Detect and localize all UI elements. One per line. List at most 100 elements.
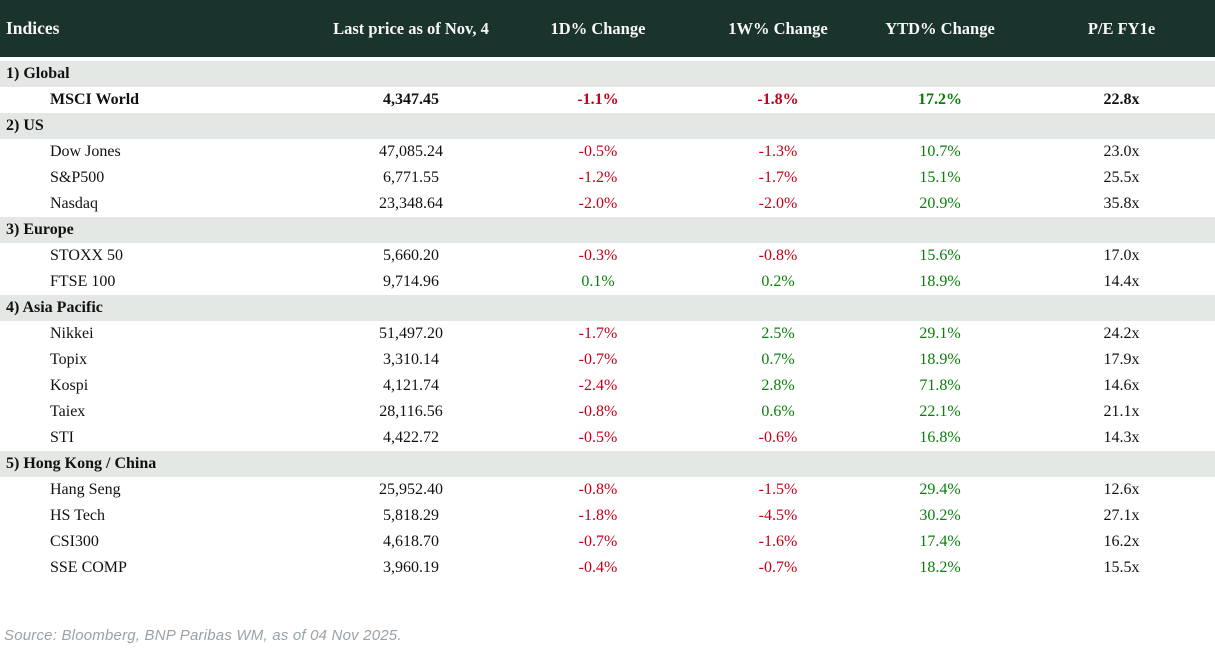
section-header-row: 1) Global [0,61,1215,87]
last-price: 4,347.45 [383,91,439,108]
pe-fy1e: 21.1x [1103,403,1140,420]
change-1w: -0.8% [758,247,798,264]
last-price: 5,818.29 [383,507,439,524]
last-price: 51,497.20 [379,325,443,342]
last-price: 9,714.96 [383,273,439,290]
section-label: 2) US [6,117,44,134]
index-name: FTSE 100 [50,273,116,290]
index-name: STI [50,429,74,446]
change-ytd: 10.7% [919,143,961,160]
change-ytd: 17.2% [918,91,962,108]
change-ytd: 22.1% [919,403,961,420]
change-ytd: 17.4% [919,533,961,550]
last-price: 4,618.70 [383,533,439,550]
change-1d: -0.8% [578,403,618,420]
section-label: 3) Europe [6,221,74,238]
change-1d: -1.2% [578,169,618,186]
change-1w: -2.0% [758,195,798,212]
table-row: CSI300 4,618.70 -0.7% -1.6% 17.4% 16.2x [0,529,1215,555]
change-1w: -1.5% [758,481,798,498]
column-header-ytd-change: YTD% Change [885,18,995,38]
change-ytd: 18.2% [919,559,961,576]
change-1w: -0.7% [758,559,798,576]
pe-fy1e: 23.0x [1103,143,1140,160]
change-1w: -0.6% [758,429,798,446]
table-row: Taiex 28,116.56 -0.8% 0.6% 22.1% 21.1x [0,399,1215,425]
column-header-last-price: Last price as of Nov, 4 [333,18,489,38]
table-row: Hang Seng 25,952.40 -0.8% -1.5% 29.4% 12.6x [0,477,1215,503]
change-1d: -0.3% [578,247,618,264]
last-price: 4,422.72 [383,429,439,446]
table-row: Topix 3,310.14 -0.7% 0.7% 18.9% 17.9x [0,347,1215,373]
change-ytd: 18.9% [919,273,961,290]
index-name: Dow Jones [50,143,121,160]
last-price: 4,121.74 [383,377,439,394]
pe-fy1e: 24.2x [1103,325,1140,342]
index-name: STOXX 50 [50,247,124,264]
table-row: STOXX 50 5,660.20 -0.3% -0.8% 15.6% 17.0x [0,243,1215,269]
table-row: S&P500 6,771.55 -1.2% -1.7% 15.1% 25.5x [0,165,1215,191]
change-ytd: 71.8% [919,377,961,394]
table-row: SSE COMP 3,960.19 -0.4% -0.7% 18.2% 15.5x [0,555,1215,581]
change-1w: 2.5% [761,325,795,342]
section-header-row: 2) US [0,113,1215,139]
index-name: MSCI World [50,91,140,108]
change-1w: -1.3% [758,143,798,160]
change-1w: -1.6% [758,533,798,550]
index-name: Hang Seng [50,481,121,498]
table-row: Nikkei 51,497.20 -1.7% 2.5% 29.1% 24.2x [0,321,1215,347]
pe-fy1e: 16.2x [1103,533,1140,550]
index-name: Nasdaq [50,195,98,212]
table-row: HS Tech 5,818.29 -1.8% -4.5% 30.2% 27.1x [0,503,1215,529]
change-ytd: 16.8% [919,429,961,446]
source-note: Source: Bloomberg, BNP Paribas WM, as of… [4,627,402,644]
pe-fy1e: 15.5x [1103,559,1140,576]
section-header-row: 5) Hong Kong / China [0,451,1215,477]
table-row: MSCI World 4,347.45 -1.1% -1.8% 17.2% 22.8x [0,87,1215,113]
pe-fy1e: 22.8x [1103,91,1140,108]
change-ytd: 18.9% [919,351,961,368]
change-ytd: 15.1% [919,169,961,186]
pe-fy1e: 14.4x [1103,273,1140,290]
column-header-pe-fy1e: P/E FY1e [1087,18,1156,38]
change-1d: -1.1% [577,91,619,108]
change-1d: -0.5% [578,429,618,446]
index-name: Kospi [50,377,89,394]
pe-fy1e: 17.0x [1103,247,1140,264]
change-1w: -4.5% [758,507,798,524]
change-1w: 2.8% [761,377,795,394]
table-row: FTSE 100 9,714.96 0.1% 0.2% 18.9% 14.4x [0,269,1215,295]
change-ytd: 20.9% [919,195,961,212]
change-1d: -2.0% [578,195,618,212]
change-1d: -0.7% [578,533,618,550]
section-header-row: 3) Europe [0,217,1215,243]
change-ytd: 30.2% [919,507,961,524]
column-header-indices: Indices [6,18,60,38]
section-label: 1) Global [6,65,70,82]
change-1w: 0.7% [761,351,795,368]
last-price: 6,771.55 [383,169,439,186]
change-1w: -1.7% [758,169,798,186]
index-name: HS Tech [50,507,106,524]
last-price: 23,348.64 [379,195,443,212]
table-header: Indices Last price as of Nov, 4 1D% Chan… [0,0,1215,57]
pe-fy1e: 14.3x [1103,429,1140,446]
last-price: 3,310.14 [383,351,439,368]
index-name: CSI300 [50,533,99,550]
change-ytd: 29.1% [919,325,961,342]
change-ytd: 15.6% [919,247,961,264]
index-name: SSE COMP [50,559,127,576]
change-1d: -0.7% [578,351,618,368]
change-1d: -1.8% [578,507,618,524]
pe-fy1e: 17.9x [1103,351,1140,368]
index-name: Topix [50,351,88,368]
change-1d: -0.8% [578,481,618,498]
change-ytd: 29.4% [919,481,961,498]
last-price: 3,960.19 [383,559,439,576]
pe-fy1e: 27.1x [1103,507,1140,524]
index-name: S&P500 [50,169,105,186]
pe-fy1e: 35.8x [1103,195,1140,212]
change-1d: -1.7% [578,325,618,342]
change-1w: -1.8% [757,91,799,108]
